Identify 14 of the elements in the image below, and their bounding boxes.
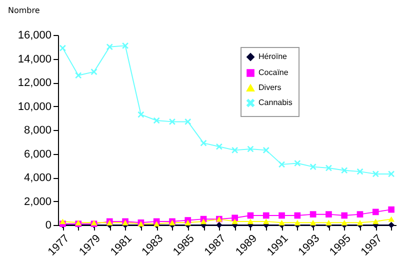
legend-label: Divers <box>258 83 282 92</box>
y-tick-label: 0 <box>45 220 52 232</box>
y-tick-label: 4,000 <box>24 172 52 184</box>
y-tick-label: 16,000 <box>18 30 52 42</box>
legend-label: Cocaïne <box>258 68 289 77</box>
y-tick-label: 14,000 <box>18 53 52 66</box>
legend-label: Héroïne <box>258 52 288 61</box>
y-axis-title: Nombre <box>8 6 40 15</box>
y-tick-label: 10,000 <box>18 100 52 113</box>
y-tick-label: 6,000 <box>24 148 52 160</box>
y-tick-label: 12,000 <box>18 77 52 89</box>
y-tick-label: 8,000 <box>24 124 52 136</box>
legend-label: Cannabis <box>258 98 292 107</box>
y-tick-label: 2,000 <box>24 196 52 208</box>
